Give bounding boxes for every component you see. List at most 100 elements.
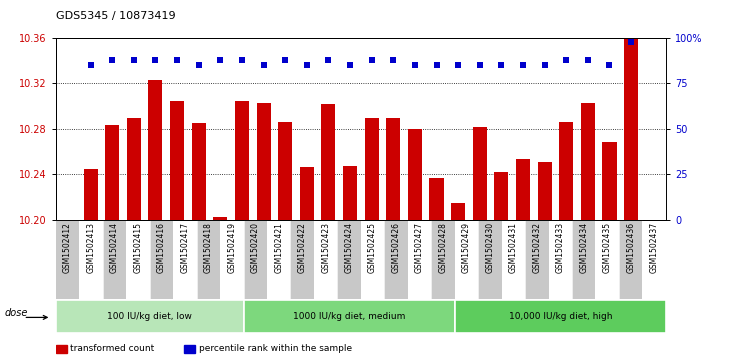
Text: GSM1502435: GSM1502435 <box>603 222 612 273</box>
Text: GSM1502419: GSM1502419 <box>227 222 237 273</box>
Text: GSM1502412: GSM1502412 <box>63 222 72 273</box>
Text: 100 IU/kg diet, low: 100 IU/kg diet, low <box>107 312 192 321</box>
Point <box>474 62 486 68</box>
Bar <box>603 142 617 220</box>
Text: GSM1502420: GSM1502420 <box>251 222 260 273</box>
Point <box>214 57 226 63</box>
Text: GSM1502426: GSM1502426 <box>391 222 400 273</box>
Bar <box>432 220 455 299</box>
Text: GDS5345 / 10873419: GDS5345 / 10873419 <box>56 11 176 21</box>
Text: GSM1502433: GSM1502433 <box>556 222 565 273</box>
Bar <box>290 220 314 299</box>
Text: GSM1502427: GSM1502427 <box>415 222 424 273</box>
Bar <box>83 168 97 220</box>
Point <box>431 62 443 68</box>
Point <box>128 57 140 63</box>
Point <box>193 62 205 68</box>
Bar <box>619 220 642 299</box>
Point <box>366 57 378 63</box>
Text: GSM1502437: GSM1502437 <box>650 222 658 273</box>
Bar <box>257 103 271 220</box>
Bar <box>184 345 195 353</box>
Text: GSM1502430: GSM1502430 <box>485 222 495 273</box>
Point <box>539 62 551 68</box>
Point <box>257 62 269 68</box>
Point <box>625 39 637 45</box>
Bar <box>148 80 162 220</box>
Text: GSM1502429: GSM1502429 <box>462 222 471 273</box>
Bar <box>56 345 67 353</box>
Bar <box>103 220 126 299</box>
Point <box>496 62 507 68</box>
Bar <box>343 166 357 220</box>
Bar <box>472 127 487 220</box>
Point <box>452 62 464 68</box>
Text: 10,000 IU/kg diet, high: 10,000 IU/kg diet, high <box>509 312 612 321</box>
Bar <box>192 123 205 220</box>
Bar <box>321 104 336 220</box>
Bar <box>385 220 408 299</box>
Bar <box>56 220 80 299</box>
Point <box>85 62 97 68</box>
Point <box>560 57 572 63</box>
Bar <box>494 172 508 220</box>
Text: GSM1502422: GSM1502422 <box>298 222 307 273</box>
Bar <box>581 103 595 220</box>
Point <box>582 57 594 63</box>
Bar <box>559 122 574 220</box>
Text: percentile rank within the sample: percentile rank within the sample <box>199 344 352 353</box>
Text: GSM1502428: GSM1502428 <box>438 222 447 273</box>
Bar <box>105 126 119 220</box>
Bar <box>243 300 455 333</box>
Bar <box>150 220 173 299</box>
Bar <box>516 159 530 220</box>
Text: GSM1502414: GSM1502414 <box>110 222 119 273</box>
Point <box>603 62 615 68</box>
Text: GSM1502416: GSM1502416 <box>157 222 166 273</box>
Text: transformed count: transformed count <box>71 344 155 353</box>
Text: dose: dose <box>4 307 28 318</box>
Text: GSM1502417: GSM1502417 <box>180 222 190 273</box>
Bar <box>365 118 379 220</box>
Text: GSM1502418: GSM1502418 <box>204 222 213 273</box>
Text: GSM1502413: GSM1502413 <box>86 222 95 273</box>
Bar <box>478 220 501 299</box>
Bar <box>624 38 638 220</box>
Bar <box>196 220 220 299</box>
Text: GSM1502415: GSM1502415 <box>133 222 142 273</box>
Bar <box>126 118 141 220</box>
Bar <box>56 300 243 333</box>
Text: GSM1502434: GSM1502434 <box>580 222 589 273</box>
Bar <box>300 167 314 220</box>
Point <box>322 57 334 63</box>
Bar <box>429 178 443 220</box>
Bar <box>170 101 184 220</box>
Bar <box>572 220 595 299</box>
Text: 1000 IU/kg diet, medium: 1000 IU/kg diet, medium <box>293 312 405 321</box>
Text: GSM1502424: GSM1502424 <box>344 222 353 273</box>
Bar <box>235 101 249 220</box>
Text: GSM1502423: GSM1502423 <box>321 222 330 273</box>
Bar <box>278 122 292 220</box>
Point <box>409 62 421 68</box>
Point <box>150 57 161 63</box>
Text: GSM1502425: GSM1502425 <box>368 222 377 273</box>
Text: GSM1502431: GSM1502431 <box>509 222 518 273</box>
Text: GSM1502436: GSM1502436 <box>626 222 635 273</box>
Bar <box>408 129 422 220</box>
Point <box>301 62 312 68</box>
Bar <box>455 300 666 333</box>
Text: GSM1502432: GSM1502432 <box>532 222 542 273</box>
Point <box>106 57 118 63</box>
Bar <box>525 220 548 299</box>
Point <box>344 62 356 68</box>
Bar <box>214 217 228 220</box>
Point <box>279 57 291 63</box>
Bar <box>243 220 267 299</box>
Bar <box>451 203 465 220</box>
Point <box>517 62 529 68</box>
Point <box>171 57 183 63</box>
Text: GSM1502421: GSM1502421 <box>275 222 283 273</box>
Point <box>388 57 400 63</box>
Bar <box>337 220 361 299</box>
